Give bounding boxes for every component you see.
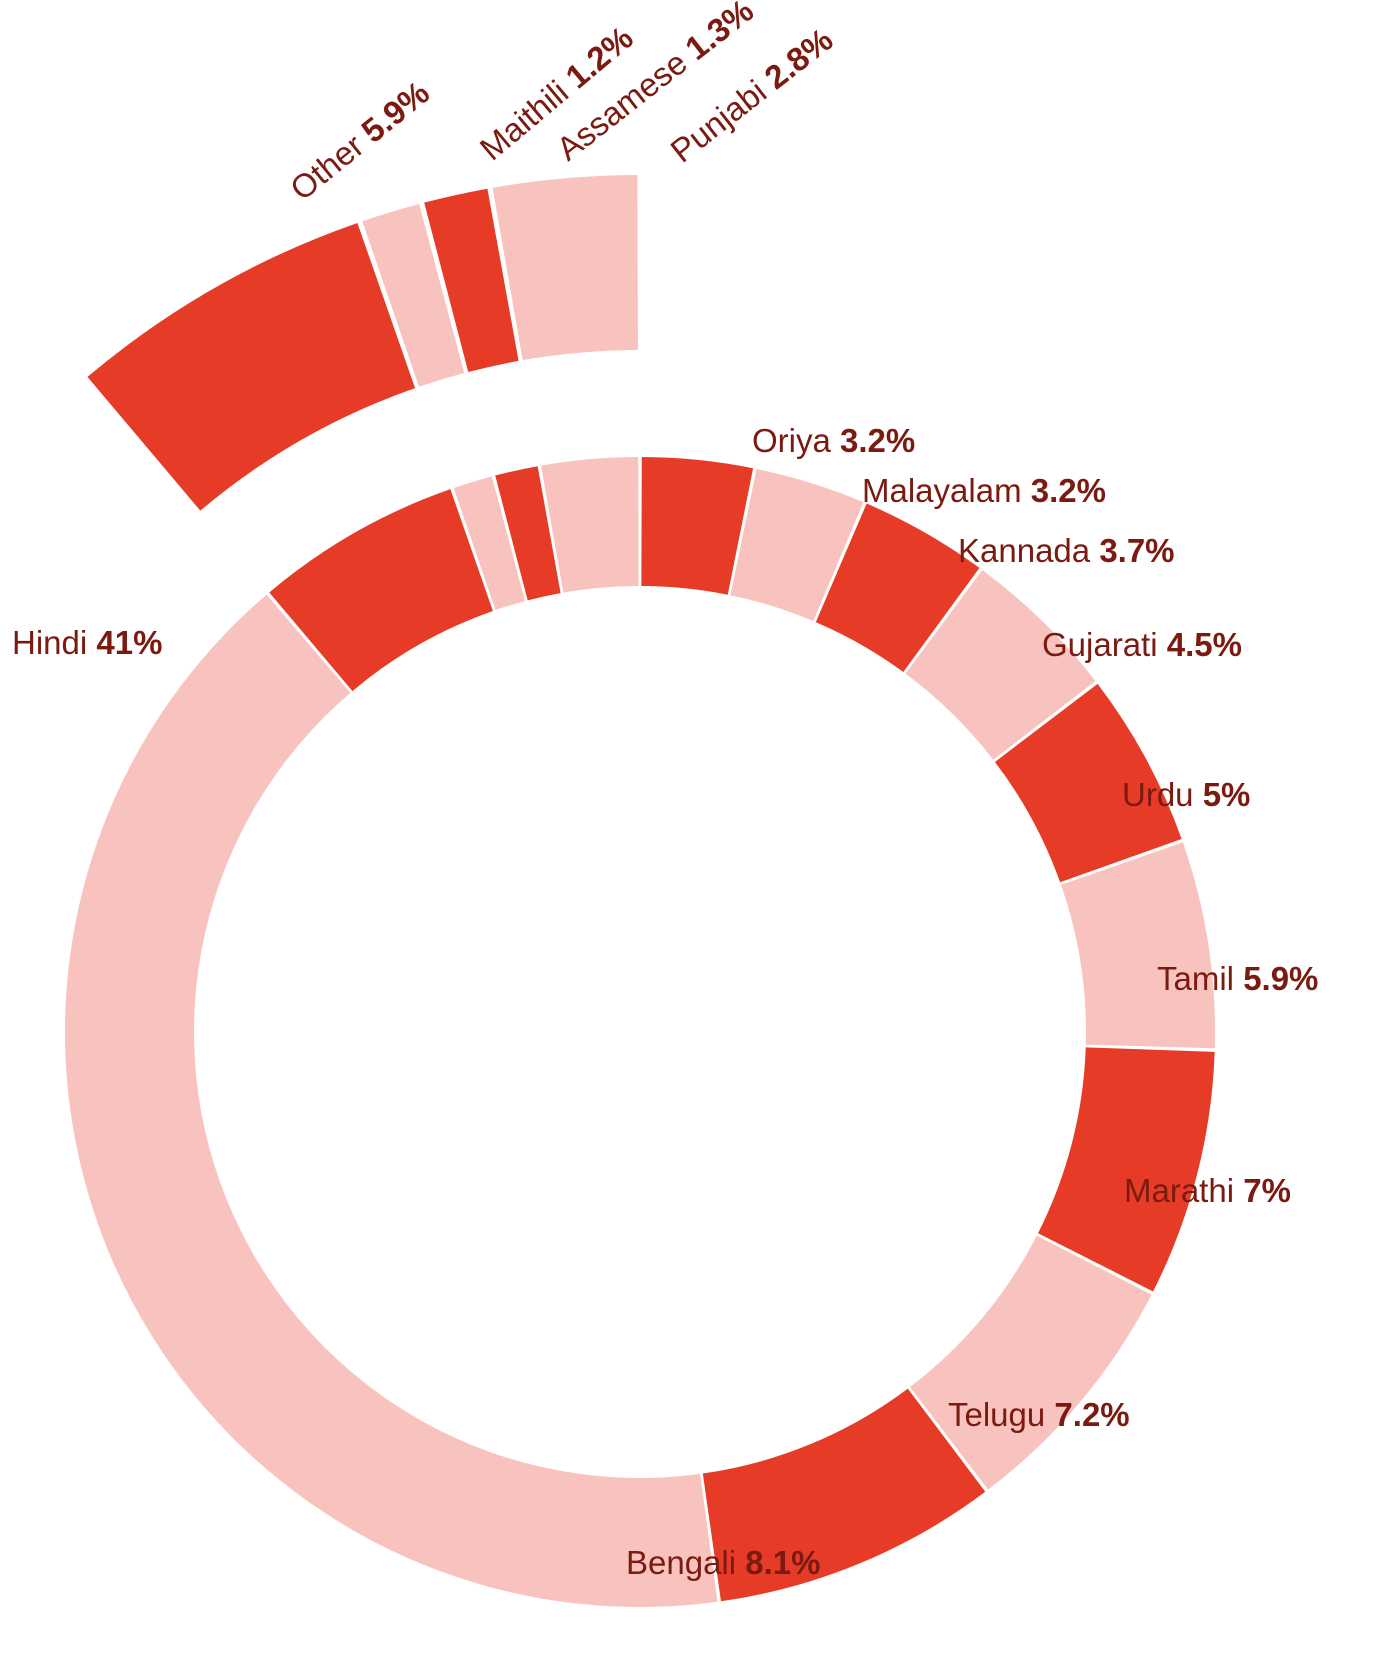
label-percent: 5% [1203,776,1251,813]
label-gujarati: Gujarati 4.5% [1042,626,1242,663]
label-hindi: Hindi 41% [12,624,162,661]
slice-oriya [641,457,754,595]
label-oriya: Oriya 3.2% [752,422,915,459]
slice-kannada [815,503,980,673]
label-name: Other [283,121,378,207]
label-percent: 3.7% [1099,532,1174,569]
exploded-slice-maithili [362,203,465,387]
label-name: Gujarati [1042,626,1167,663]
slice-telugu [909,1235,1152,1490]
label-name: Telugu [948,1396,1054,1433]
slice-marathi [1038,1047,1215,1292]
label-name: Bengali [626,1544,745,1581]
slice-malayalam [730,468,864,622]
label-percent: 3.2% [1031,472,1106,509]
label-name: Oriya [752,422,840,459]
slice-gujarati [905,569,1096,760]
exploded-slice-punjabi [492,175,638,361]
label-percent: 7% [1243,1172,1291,1209]
label-percent: 41% [96,624,162,661]
label-name: Tamil [1157,960,1243,997]
donut-ring [65,457,1216,1607]
label-percent: 7.2% [1054,1396,1129,1433]
label-percent: 5.9% [1243,960,1318,997]
exploded-slice-assamese [424,188,519,372]
slice-maithili [453,476,526,611]
label-percent: 4.5% [1167,626,1242,663]
label-name: Malayalam [862,472,1031,509]
slice-urdu [994,683,1182,883]
exploded-slice-other [87,222,416,511]
label-name: Marathi [1124,1172,1243,1209]
exploded-arc [87,175,638,511]
label-percent: 3.2% [840,422,915,459]
label-malayalam: Malayalam 3.2% [862,472,1106,509]
slice-other [269,489,493,692]
label-telugu: Telugu 7.2% [948,1396,1130,1433]
label-tamil: Tamil 5.9% [1157,960,1318,997]
label-other: Other 5.9% [283,74,436,208]
label-bengali: Bengali 8.1% [626,1544,820,1581]
slice-bengali [702,1388,986,1602]
slice-punjabi [541,457,639,593]
label-marathi: Marathi 7% [1124,1172,1291,1209]
slice-labels: Oriya 3.2%Malayalam 3.2%Kannada 3.7%Guja… [12,0,1318,1581]
label-urdu: Urdu 5% [1122,776,1250,813]
label-percent: 8.1% [745,1544,820,1581]
label-kannada: Kannada 3.7% [958,532,1175,569]
label-name: Hindi [12,624,96,661]
label-name: Urdu [1122,776,1203,813]
slice-tamil [1061,842,1216,1049]
slice-assamese [495,466,561,601]
label-name: Kannada [958,532,1099,569]
slice-hindi [65,594,718,1607]
